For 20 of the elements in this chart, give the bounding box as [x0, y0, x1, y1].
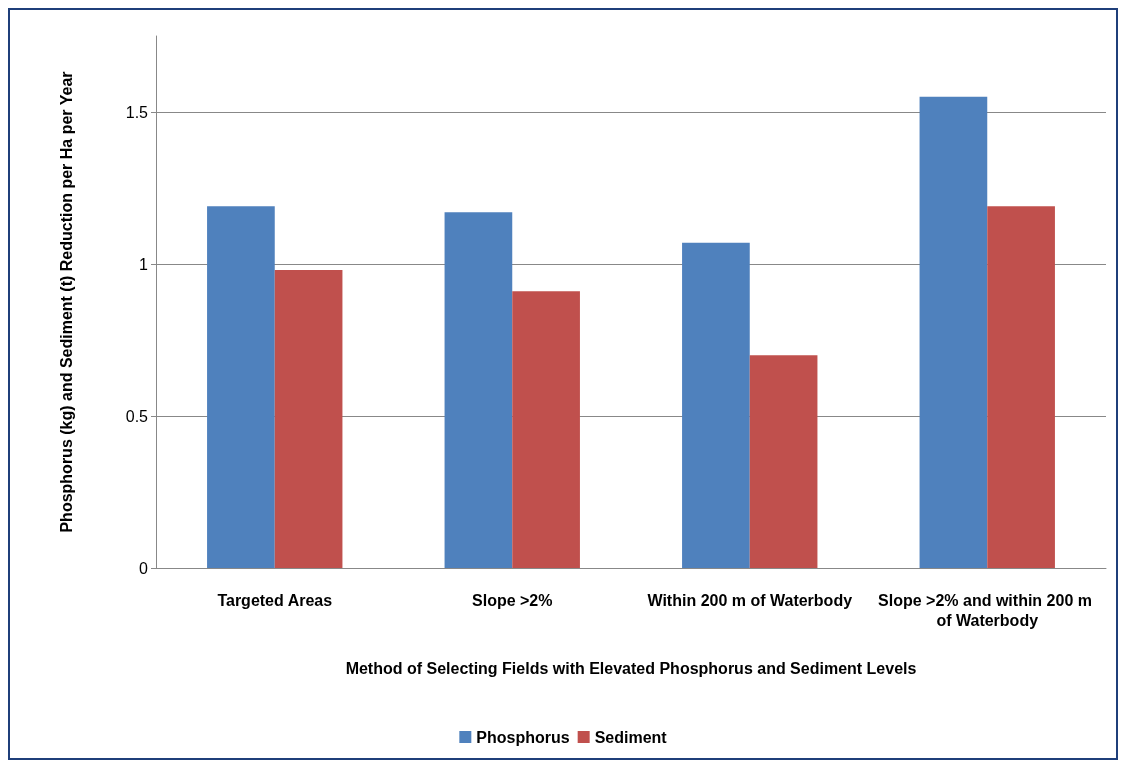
bar [919, 96, 988, 568]
y-tick-label: 1.5 [125, 103, 149, 121]
bar [749, 355, 818, 568]
bar [274, 270, 343, 568]
legend-label: Phosphorus [476, 728, 570, 746]
y-tick-label: 0 [139, 559, 149, 577]
y-axis-title: Phosphorus (kg) and Sediment (t) Reduction per Ha per Year [57, 71, 75, 533]
x-tick-label: Slope >2% [472, 591, 553, 609]
bar [207, 206, 275, 568]
y-tick-label: 0.5 [125, 407, 149, 425]
x-tick-label: Within 200 m of Waterbody [647, 591, 853, 609]
bar [512, 291, 580, 568]
x-tick-label: Slope >2% and within 200 m of Waterbody [878, 591, 1097, 629]
bar [682, 242, 750, 568]
bar [987, 206, 1055, 568]
y-tick-label: 1 [139, 255, 149, 273]
bar [444, 212, 513, 568]
x-tick-label: Targeted Areas [217, 591, 333, 609]
x-axis-title: Method of Selecting Fields with Elevated Phosphorus and Sediment Levels [345, 659, 917, 677]
legend-label: Sediment [594, 728, 668, 746]
